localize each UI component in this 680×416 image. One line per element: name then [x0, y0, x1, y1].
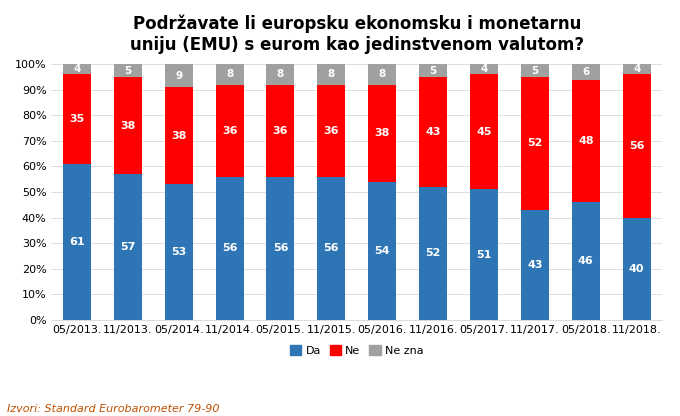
Bar [572, 202, 600, 320]
Bar [216, 177, 243, 320]
Text: 8: 8 [226, 69, 233, 79]
Bar [623, 218, 651, 320]
Bar [623, 74, 651, 218]
Text: 8: 8 [379, 69, 386, 79]
Bar [114, 64, 142, 77]
Text: 8: 8 [277, 69, 284, 79]
Text: 9: 9 [175, 71, 182, 81]
Text: 56: 56 [273, 243, 288, 253]
Bar [419, 187, 447, 320]
Text: 36: 36 [222, 126, 237, 136]
Text: 38: 38 [171, 131, 186, 141]
Bar [216, 64, 243, 84]
Text: 52: 52 [527, 139, 543, 149]
Text: 38: 38 [120, 121, 135, 131]
Bar [216, 84, 243, 177]
Bar [165, 64, 192, 87]
Bar [419, 64, 447, 77]
Bar [521, 210, 549, 320]
Text: 36: 36 [324, 126, 339, 136]
Bar [63, 74, 91, 164]
Bar [267, 84, 294, 177]
Text: 46: 46 [578, 256, 594, 266]
Bar [165, 87, 192, 184]
Bar [369, 64, 396, 84]
Text: 52: 52 [426, 248, 441, 258]
Text: 48: 48 [578, 136, 594, 146]
Legend: Da, Ne, Ne zna: Da, Ne, Ne zna [286, 341, 428, 360]
Bar [521, 77, 549, 210]
Text: Izvori: Standard Eurobarometer 79-90: Izvori: Standard Eurobarometer 79-90 [7, 404, 219, 414]
Bar [369, 84, 396, 182]
Text: 43: 43 [527, 260, 543, 270]
Text: 4: 4 [480, 64, 488, 74]
Text: 4: 4 [633, 64, 641, 74]
Bar [419, 77, 447, 187]
Text: 40: 40 [629, 264, 645, 274]
Text: 38: 38 [375, 128, 390, 138]
Bar [572, 79, 600, 202]
Text: 56: 56 [222, 243, 237, 253]
Bar [63, 164, 91, 320]
Bar [63, 64, 91, 74]
Bar [165, 184, 192, 320]
Bar [470, 64, 498, 74]
Bar [470, 189, 498, 320]
Text: 5: 5 [124, 66, 131, 76]
Text: 56: 56 [629, 141, 645, 151]
Bar [318, 177, 345, 320]
Text: 56: 56 [324, 243, 339, 253]
Bar [267, 64, 294, 84]
Text: 36: 36 [273, 126, 288, 136]
Text: 8: 8 [328, 69, 335, 79]
Text: 53: 53 [171, 247, 186, 257]
Bar [114, 174, 142, 320]
Text: 51: 51 [477, 250, 492, 260]
Text: 57: 57 [120, 242, 135, 252]
Bar [114, 77, 142, 174]
Text: 43: 43 [426, 127, 441, 137]
Text: 61: 61 [69, 237, 85, 247]
Bar [572, 64, 600, 79]
Bar [521, 64, 549, 77]
Bar [470, 74, 498, 189]
Text: 4: 4 [73, 64, 81, 74]
Text: 5: 5 [531, 66, 539, 76]
Bar [623, 64, 651, 74]
Text: 35: 35 [69, 114, 84, 124]
Text: 54: 54 [375, 246, 390, 256]
Bar [318, 84, 345, 177]
Text: 5: 5 [430, 66, 437, 76]
Bar [318, 64, 345, 84]
Text: 6: 6 [582, 67, 590, 77]
Bar [369, 182, 396, 320]
Bar [267, 177, 294, 320]
Title: Podržavate li europsku ekonomsku i monetarnu
uniju (EMU) s eurom kao jedinstveno: Podržavate li europsku ekonomsku i monet… [130, 15, 584, 54]
Text: 45: 45 [476, 127, 492, 137]
